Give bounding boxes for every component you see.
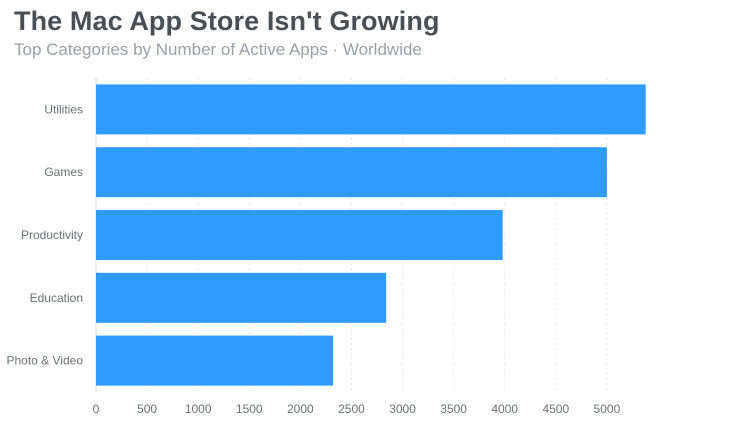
x-axis-ticks: 0 500 1000 1500 2000 2500 3000 3500 4000 4500 5000 (93, 402, 621, 416)
x-tick-label: 3500 (440, 402, 467, 416)
bars (96, 84, 646, 386)
x-tick-label: 2500 (338, 402, 365, 416)
x-tick-label: 5000 (594, 402, 621, 416)
chart-subtitle: Top Categories by Number of Active Apps … (14, 40, 422, 59)
category-label: Utilities (44, 102, 83, 116)
category-label: Education (30, 291, 83, 305)
x-tick-label: 4500 (542, 402, 569, 416)
chart-title: The Mac App Store Isn't Growing (14, 6, 440, 36)
category-label: Games (44, 165, 83, 179)
x-tick-label: 0 (93, 402, 100, 416)
bar (96, 147, 607, 198)
category-label: Productivity (21, 228, 83, 242)
x-tick-label: 1000 (185, 402, 212, 416)
x-tick-label: 2000 (287, 402, 314, 416)
x-tick-label: 3000 (389, 402, 416, 416)
bar (96, 272, 387, 323)
bar (96, 84, 646, 135)
x-tick-label: 4000 (491, 402, 518, 416)
bar (96, 210, 503, 260)
category-labels: Utilities Games Productivity Education Photo… (6, 102, 83, 367)
x-tick-label: 1500 (236, 402, 263, 416)
category-label: Photo & Video (6, 354, 83, 368)
bar (96, 335, 334, 386)
x-tick-label: 500 (137, 402, 157, 416)
